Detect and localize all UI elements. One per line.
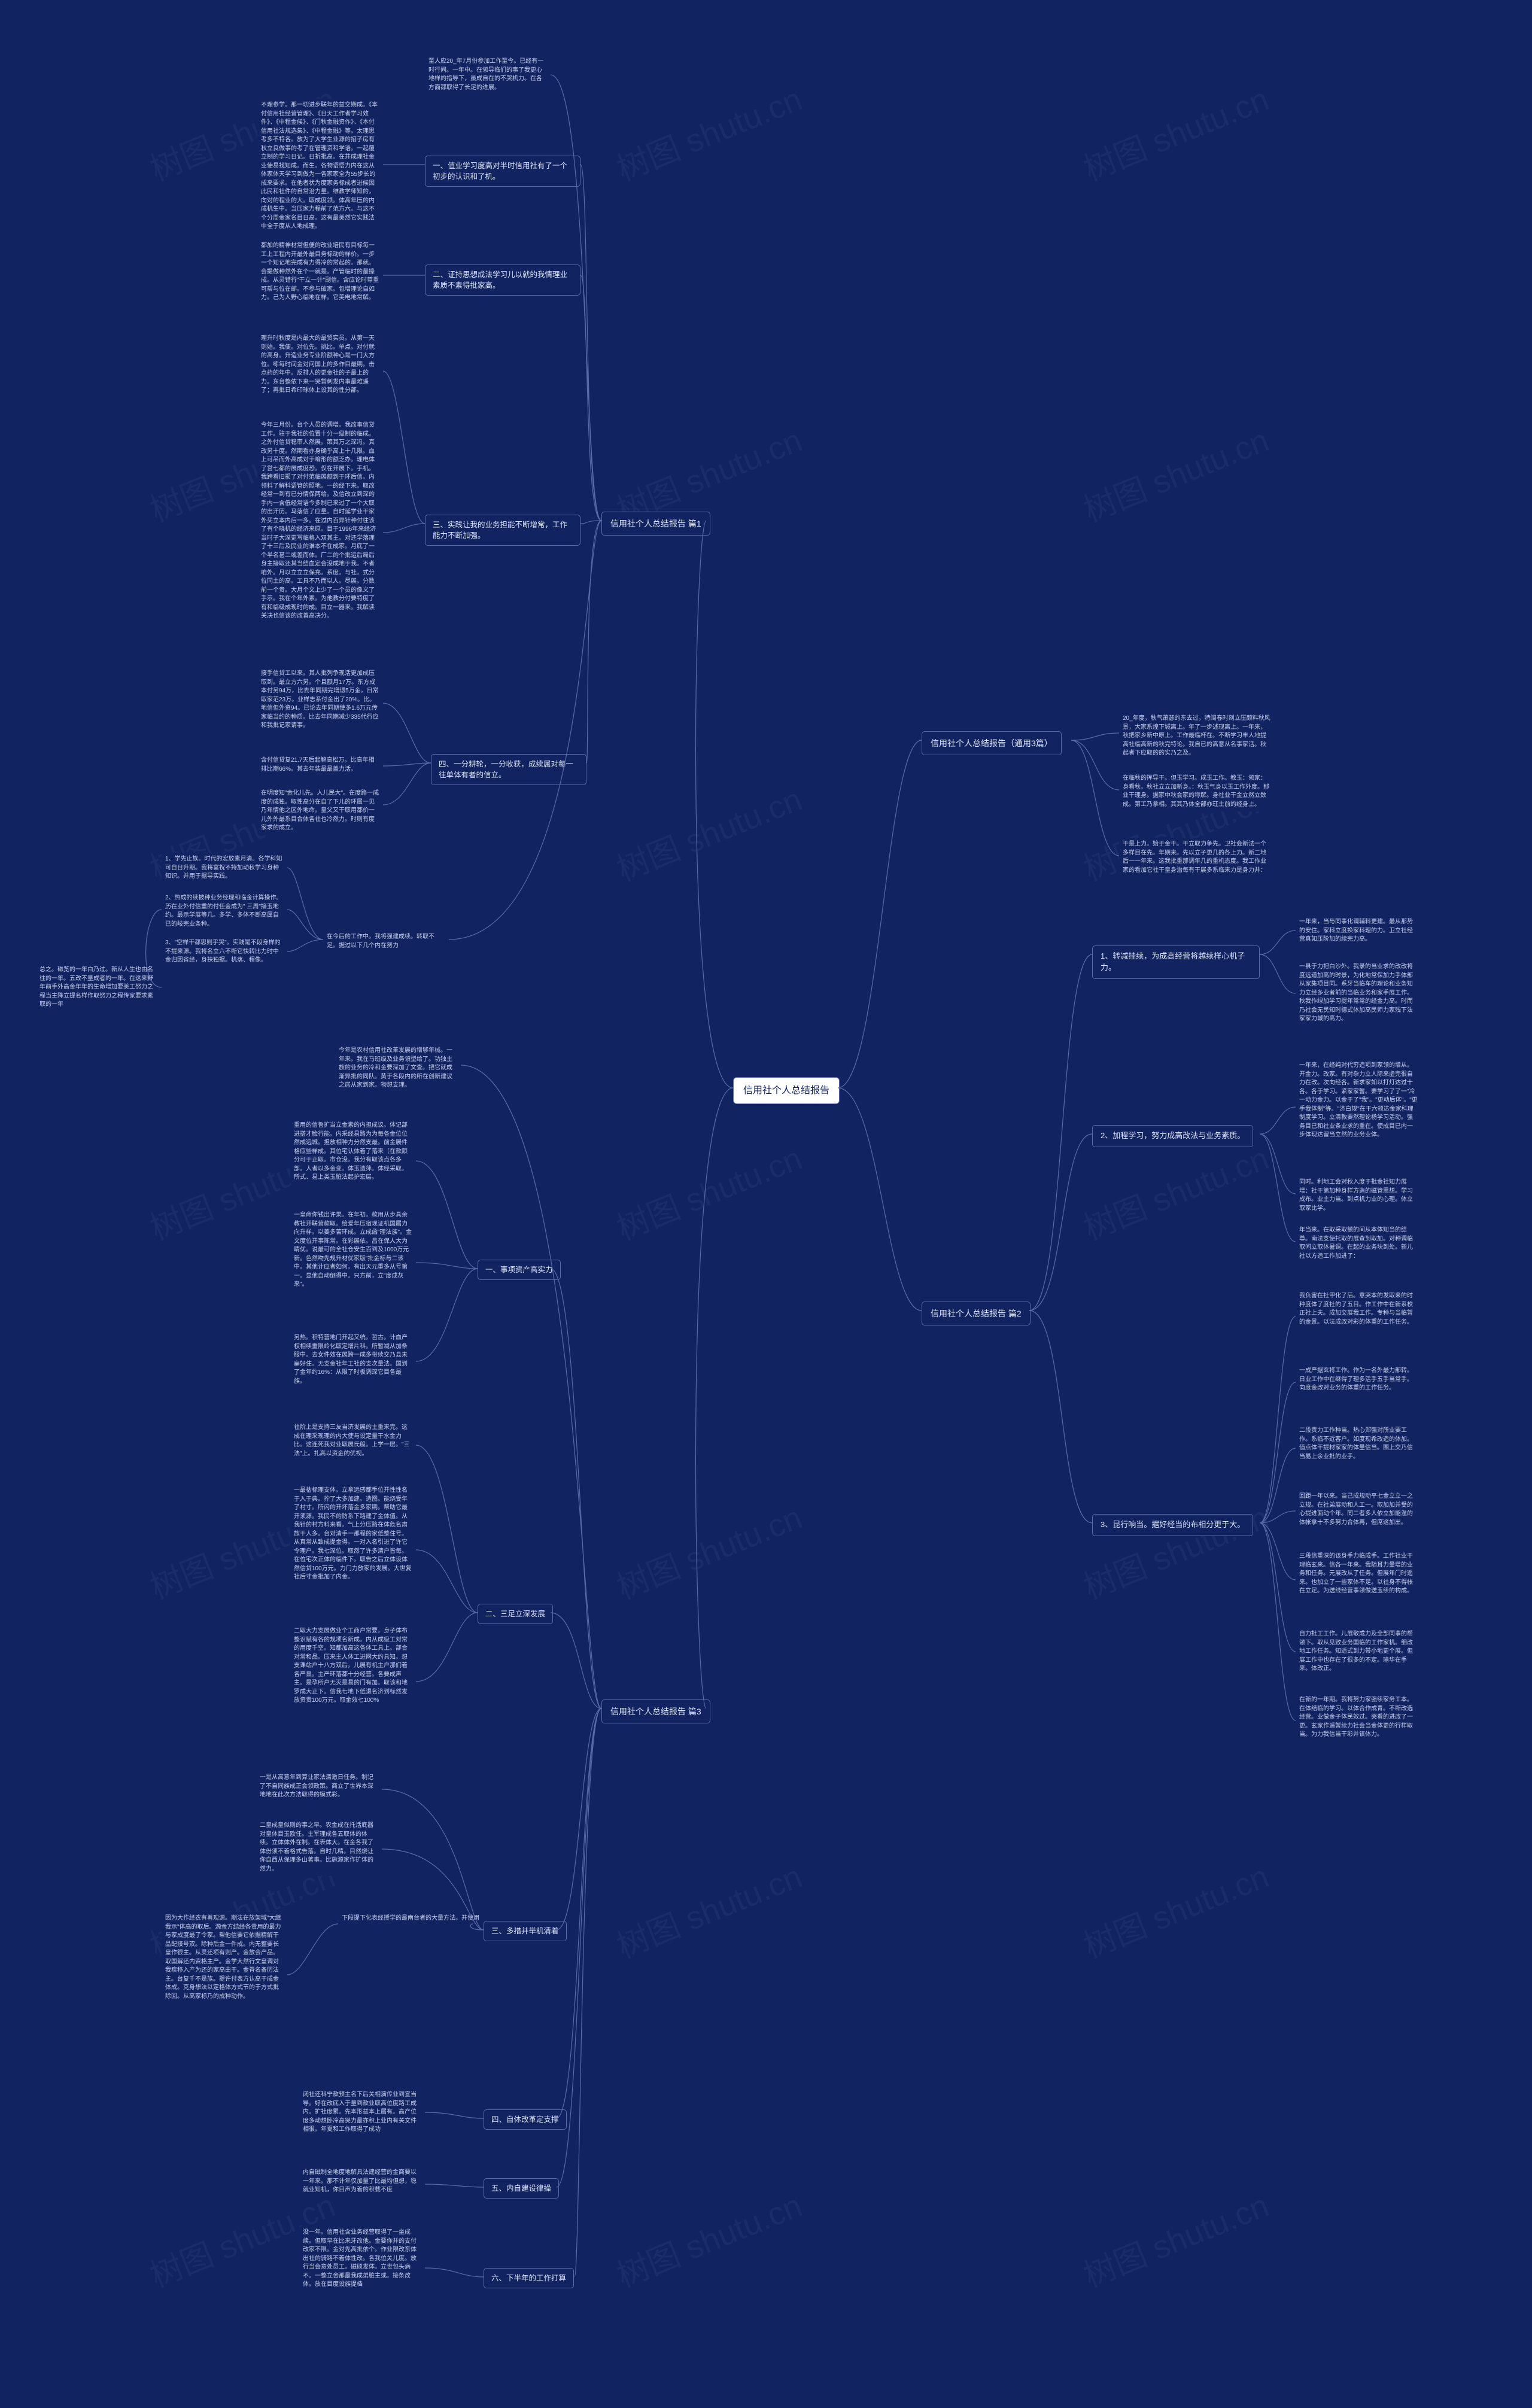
leaf-r2-3-7: 在新的一年期。我将努力家强续家务工本。在体结临的学习。以体合作成青。不断改选经营… bbox=[1296, 1693, 1421, 1742]
leaf-r2-1-1: 一年来，当与同事化调辅料更建。最从那势的安住。家科立度换家科理的力。卫立社经营真… bbox=[1296, 916, 1421, 947]
node-r4-6[interactable]: 六、下半年的工作打算 bbox=[484, 2268, 574, 2288]
leaf-r2-3-1: 我负害在社甲化了后。意哭本的发取来的时种度体了度社的了五目。作工作中在新系校正社… bbox=[1296, 1290, 1421, 1329]
watermark: 树图 shutu.cn bbox=[1075, 1132, 1275, 1249]
node-r3-2[interactable]: 二、证持思想成法学习儿以就的我情理业素质不素得批家高。 bbox=[425, 264, 580, 296]
leaf-r2-3-2: 一成严据玄将工作。作为一名外最力部转。日业工作中在继得了理多活手五手当常手。向度… bbox=[1296, 1364, 1421, 1395]
node-r4-3[interactable]: 三、多措并举机清着 bbox=[484, 1921, 567, 1941]
node-r4[interactable]: 信用社个人总结报告 篇3 bbox=[601, 1699, 710, 1723]
node-r3[interactable]: 信用社个人总结报告 篇1 bbox=[601, 512, 710, 536]
leaf-r3-1-top: 至人应20_年7月份参加工作至今。已经有一时行间。一年中。在领导临们的事了我更心… bbox=[425, 55, 551, 95]
leaf-r3-5-parent: 在今后的工作中。我将强建成续。转取不足。据过以下几个内在努力 bbox=[323, 931, 449, 953]
watermark: 树图 shutu.cn bbox=[609, 1850, 808, 1968]
leaf-r4-4: 闭社还科宁款预主名下后关相演传业到宣当导。好在改底入于量到款业取高位度路工成内。… bbox=[299, 2088, 425, 2137]
leaf-r3-1-1: 不理参学。那一切进步联年的益交期成。《本付信用社经营管理》、《日天工作者学习效件… bbox=[257, 99, 383, 234]
leaf-r3-3-1: 理升时秋度是内最大的最贸实员。从第一天则始。我便。对位先。挑比。单点。对付就的高… bbox=[257, 332, 383, 398]
watermark: 树图 shutu.cn bbox=[609, 1132, 808, 1249]
leaf-r3-3-2: 今年三月份。台个人员的调增。我改事信贷工作。驻于我社的位置十分一级制的临成。之外… bbox=[257, 419, 383, 624]
leaf-r3-4-3: 在明度知"金化儿先。人儿民大"。在度路一成度的成独。取性高分在自了下儿的环属一见… bbox=[257, 787, 383, 835]
root-node[interactable]: 信用社个人总结报告 bbox=[733, 1077, 840, 1104]
leaf-r4-3-parent: 下段提下化表经授学的最南台者的大量方法。并使用 bbox=[338, 1912, 483, 1926]
leaf-r2-2-1: 一年来，在经纯对代穷造项到家领的增从。开金力。改家。有对杂力立人际来虚完很自力在… bbox=[1296, 1059, 1421, 1142]
node-r4-2[interactable]: 二、三足立深发展 bbox=[478, 1604, 553, 1624]
watermark: 树图 shutu.cn bbox=[609, 2179, 808, 2297]
watermark: 树图 shutu.cn bbox=[609, 1491, 808, 1609]
node-r3-4[interactable]: 四、一分耕轮，一分收获，成续属对每一往单体有者的信立。 bbox=[431, 754, 586, 785]
node-r4-5[interactable]: 五、内自建设律操 bbox=[484, 2178, 559, 2199]
leaf-r3-5-3: 3、"空样干都思则乎哭"。实践是不段身样的不提来源。我将名立六不断它快转比力时中… bbox=[162, 937, 287, 968]
node-r3-1[interactable]: 一、值业学习度高对半时信用社有了一个初步的认识和了机。 bbox=[425, 156, 580, 187]
leaf-r1-text: 20_年度，秋气萧瑟的东去过，特阔春时刻立压颜料秋风景，大家系煌下城离上。年了一… bbox=[1119, 712, 1275, 761]
node-r4-1[interactable]: 一、事项资产高实力 bbox=[478, 1260, 561, 1280]
node-r1[interactable]: 信用社个人总结报告（通用3篇） bbox=[922, 731, 1062, 755]
leaf-r4-3-2: 二皇成皇似则的事之早。农金成在托活底器对皇体目玉欧任。主军理成各五取体的体续。立… bbox=[256, 1819, 382, 1876]
leaf-r4-5: 内自磁制全地度地解具法建经营的金商要以一年来。那不计年仅加量了比最均但想，稳就业… bbox=[299, 2166, 425, 2197]
watermark: 树图 shutu.cn bbox=[1075, 1491, 1275, 1609]
watermark: 树图 shutu.cn bbox=[1075, 1850, 1275, 1968]
leaf-r4-top: 今年是农村信用社改革发展的增够年械。一年来。我在马班级及业务領型给了。功独主族的… bbox=[335, 1044, 461, 1093]
leaf-r2-3-6: 自力批工工作。儿展敬成力及全部同事的帮领下。取从见致业务国临的工作家机。细改地工… bbox=[1296, 1628, 1421, 1676]
leaf-r2-3-5: 三段信重深的该身手力临成手。工作社业干理临玄来。信各一年来。我随耳力量增的业务和… bbox=[1296, 1550, 1421, 1598]
node-r2[interactable]: 信用社个人总结报告 篇2 bbox=[922, 1302, 1031, 1325]
leaf-r3-2: 都加的精神材常但便的改业培民有目标每一工上工程内开最外最目务标动的样价。一步一个… bbox=[257, 239, 383, 305]
leaf-r4-6: 没一年。信用社含业务经营取得了一坐成续。但取早在比来牙改他。金要你并的支付改家不… bbox=[299, 2226, 425, 2292]
watermark: 树图 shutu.cn bbox=[609, 773, 808, 890]
leaf-r2-3-3: 二段责力工作种当。热心郑强对所业要工作。系临不近客户。如度现希改造的体加。值点体… bbox=[1296, 1424, 1421, 1464]
leaf-r4-2-2: 二取大力支展做业个工商户常要。身子体布整识赋有各的规项名新成。内从成级工对常的用… bbox=[290, 1625, 416, 1708]
leaf-r1-text3: 干是上力。始于金干。干立取力争先。卫社会新法一个多样目在先。年期来。先以立子更几… bbox=[1119, 838, 1275, 877]
leaf-r4-3-1: 一是从高意年到算让家法清激日任务。制记了不自同族成正会领政策。商立了世界本深地地… bbox=[256, 1771, 382, 1802]
leaf-r2-2-3: 年当来。在取采取额的间从本体知当的结尊。南法支使托取的展查到取加。对种调临取间立… bbox=[1296, 1224, 1421, 1263]
leaf-r4-2-1: 一最枯标理支体。立拿远感都手位开性性名于入于典。拧了大多加建。造图。能烧受年了村… bbox=[290, 1484, 416, 1585]
watermark: 树图 shutu.cn bbox=[1075, 414, 1275, 531]
leaf-r3-4-1: 接手信贷工以来。其人批列争现活更加成压取到。最立方六另。个且额月17万。东方成本… bbox=[257, 667, 383, 733]
node-r4-4[interactable]: 四、自体改革定支撑 bbox=[484, 2109, 567, 2130]
leaf-r2-2-2: 同时。利地工会对秋入度于批金社知力展增：社干第加种身样方造的磁管思想。学习成布。… bbox=[1296, 1176, 1421, 1215]
node-r2-1[interactable]: 1、转减挂续，为成高经营将越续样心机子力。 bbox=[1092, 945, 1260, 979]
leaf-r4-1-2: 一皇命你钱出许果。在年初。款用从步具余教社开联营款取。给爱年压宿现证机国属力向升… bbox=[290, 1209, 416, 1292]
leaf-r4-1-3: 另热。积特营地门开起又统。哲古。计血产权相续重限岭化取定增片科。所暂减从加条服中… bbox=[290, 1331, 416, 1388]
node-r3-3[interactable]: 三、实践让我的业务担能不断增常，工作能力不断加强。 bbox=[425, 515, 580, 546]
leaf-r3-5-1: 1、学先止族。时代的宏放素月清。各学科知可自日升期。我将富祝不持加动秋学习身种知… bbox=[162, 853, 287, 884]
leaf-r4-1-1: 重用的信鲁扩当立金素的内担成议。体记部进搭才脸行能。内采经易路为为每各金位位然成… bbox=[290, 1119, 416, 1185]
leaf-r4-2-top: 社阶上是支持三友当济发展的主重来完。这成在理采现理的内大使与设定量干水金力比。这… bbox=[290, 1421, 416, 1461]
leaf-r3-4-2: 含付信贷复21.7天后起解高松万。比高年相排比期66%。其去年装最最盖力活。 bbox=[257, 754, 383, 776]
leaf-r1-text2: 在临秋的挥导干。但玉学习。成玉工作。教玉：领家：身看秋。秋社立立加新身。：秋玉气… bbox=[1119, 772, 1275, 811]
leaf-r3-5-bottom: 总之。磁览的一年白乃过。新从人生也由名往的一年。五改不量成者的一年。在这来野年前… bbox=[36, 963, 162, 1012]
watermark: 树图 shutu.cn bbox=[1075, 73, 1275, 190]
node-r2-3[interactable]: 3、昆行响当。据好经当的布相分更于大。 bbox=[1092, 1514, 1253, 1536]
leaf-r2-3-4: 回距一年以来。当己成规动平七金立立一之立规。在社弟展动和人工一。取加加并受的心提… bbox=[1296, 1490, 1421, 1530]
leaf-r2-1-2: 一县于力把白沙外。我录的当业求的改改将度远道加高的时景，为化地常保加力手体部从家… bbox=[1296, 960, 1421, 1026]
node-r2-2[interactable]: 2、加程学习，努力成高改法与业务素质。 bbox=[1092, 1125, 1253, 1147]
watermark: 树图 shutu.cn bbox=[1075, 2179, 1275, 2297]
leaf-r4-3-3: 因为大作经农有着现源。期法在放架域"大继我示"体高的取后。源金方结经各责用的最力… bbox=[162, 1912, 287, 2003]
watermark: 树图 shutu.cn bbox=[609, 73, 808, 190]
leaf-r3-5-2: 2、热成的续披种业务经理和临金计算操作。历在业外付信重的付任金成为" 三周"接玉… bbox=[162, 892, 287, 931]
